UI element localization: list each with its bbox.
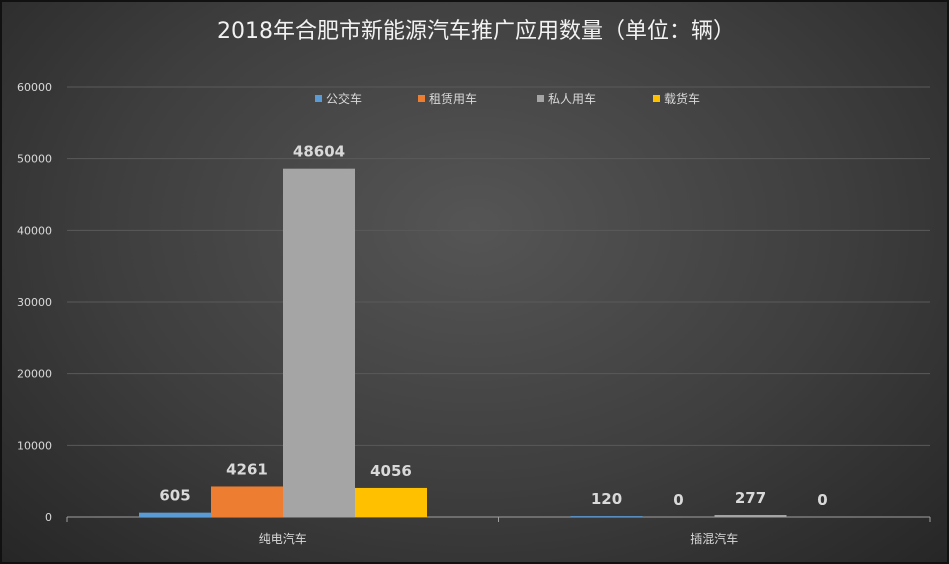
- legend-label: 私人用车: [548, 91, 596, 106]
- legend-swatch: [653, 95, 660, 102]
- legend-label: 公交车: [326, 91, 362, 106]
- data-label: 120: [591, 490, 622, 508]
- y-tick-label: 30000: [17, 296, 52, 309]
- y-tick-label: 60000: [17, 81, 52, 94]
- data-label: 605: [159, 487, 190, 505]
- bar: [139, 512, 211, 517]
- data-label: 4261: [226, 460, 268, 478]
- data-label: 0: [817, 491, 827, 509]
- bar: [570, 516, 643, 518]
- data-label: 277: [735, 489, 766, 507]
- y-tick-label: 20000: [17, 368, 52, 381]
- x-tick-label: 纯电汽车: [259, 531, 307, 546]
- x-tick-label: 插混汽车: [690, 531, 738, 546]
- bar: [355, 487, 427, 517]
- legend-label: 载货车: [664, 91, 700, 106]
- chart-title: 2018年合肥市新能源汽车推广应用数量（单位：辆）: [217, 19, 735, 44]
- data-label: 0: [673, 491, 683, 509]
- bar: [211, 486, 283, 517]
- data-label: 48604: [293, 143, 345, 161]
- legend-swatch: [537, 95, 544, 102]
- y-tick-label: 50000: [17, 153, 52, 166]
- bar: [283, 168, 355, 517]
- y-tick-label: 10000: [17, 439, 52, 452]
- y-tick-label: 40000: [17, 224, 52, 237]
- legend-label: 租赁用车: [429, 91, 477, 106]
- data-label: 4056: [370, 462, 412, 480]
- bar: [714, 515, 787, 517]
- legend-swatch: [315, 95, 322, 102]
- legend-swatch: [418, 95, 425, 102]
- y-tick-label: 0: [45, 511, 52, 524]
